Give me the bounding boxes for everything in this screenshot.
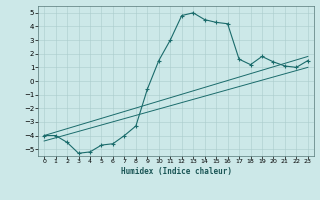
X-axis label: Humidex (Indice chaleur): Humidex (Indice chaleur) xyxy=(121,167,231,176)
